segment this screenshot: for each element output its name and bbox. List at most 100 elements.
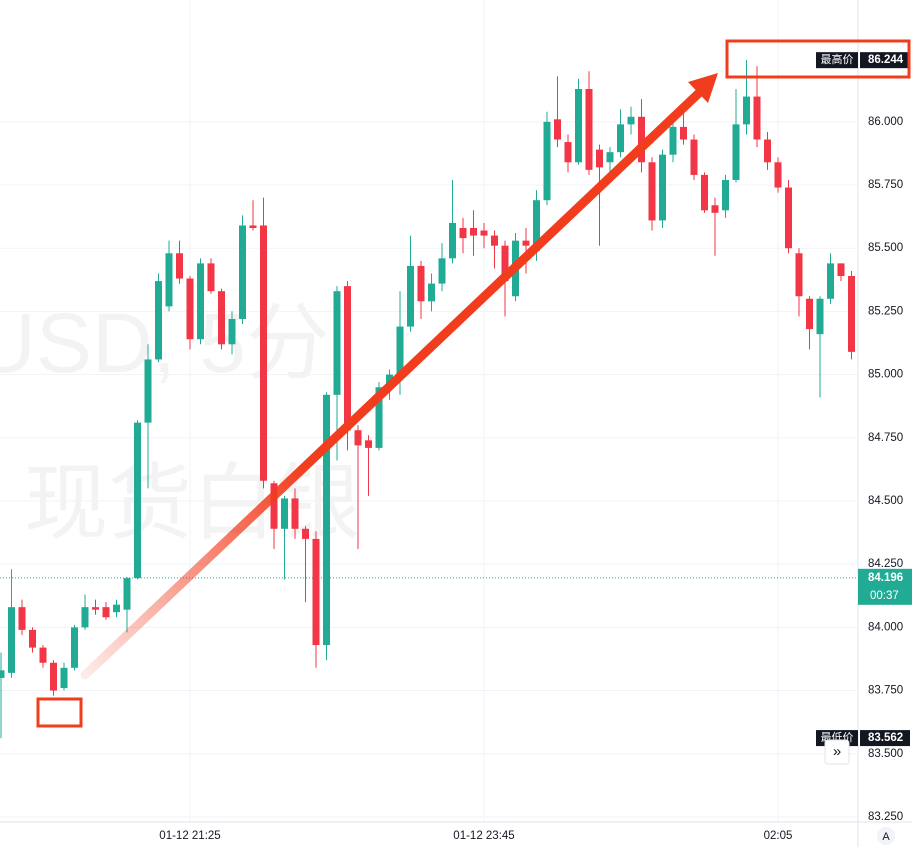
y-tick-label: 85.500 bbox=[868, 242, 903, 254]
candle-body bbox=[774, 162, 782, 188]
auto-scale-label[interactable]: A bbox=[882, 831, 890, 843]
marker-tag bbox=[816, 52, 858, 69]
candle-body bbox=[428, 283, 435, 302]
candle-body bbox=[354, 430, 362, 446]
candle-body bbox=[711, 205, 719, 213]
x-tick-label: 01-12 23:45 bbox=[453, 830, 514, 842]
watermark: XAGUSD, 5分 bbox=[0, 296, 330, 390]
candle-body bbox=[680, 126, 687, 140]
candle-body bbox=[396, 326, 404, 378]
candle-body bbox=[123, 578, 131, 610]
candle-body bbox=[365, 440, 372, 448]
x-tick-label: 02:05 bbox=[764, 830, 793, 842]
candle-body bbox=[575, 88, 582, 163]
annotation-box bbox=[36, 697, 83, 728]
candle-body bbox=[29, 629, 36, 648]
candle-body bbox=[302, 528, 309, 539]
candle-body bbox=[186, 278, 194, 340]
candle-body bbox=[564, 142, 572, 163]
candle-body bbox=[491, 235, 498, 246]
countdown-label: 00:37 bbox=[870, 590, 899, 602]
candle-body bbox=[480, 230, 488, 236]
candle-body bbox=[659, 154, 666, 221]
auto-scale-button[interactable] bbox=[877, 827, 895, 845]
y-tick-label: 84.750 bbox=[868, 432, 903, 444]
current-price-box bbox=[858, 568, 912, 605]
candle-body bbox=[8, 607, 15, 673]
candle-body bbox=[669, 126, 677, 155]
y-tick-label: 86.000 bbox=[868, 116, 903, 128]
arrow-head bbox=[688, 73, 718, 103]
marker-value-box bbox=[860, 730, 910, 747]
candle-body bbox=[60, 667, 68, 689]
candle-body bbox=[848, 276, 855, 352]
candle-body bbox=[407, 265, 414, 327]
x-tick-label: 01-12 21:25 bbox=[159, 830, 220, 842]
candle-body bbox=[102, 607, 110, 618]
y-tick-label: 84.250 bbox=[868, 558, 903, 570]
candle-body bbox=[470, 227, 477, 236]
candle-body bbox=[333, 291, 341, 395]
candle-body bbox=[71, 627, 78, 668]
candle-body bbox=[554, 119, 561, 140]
candle-body bbox=[606, 152, 614, 163]
y-tick-label: 85.000 bbox=[868, 369, 903, 381]
candle-body bbox=[764, 139, 771, 163]
candle-body bbox=[753, 96, 761, 140]
candle-body bbox=[417, 265, 425, 302]
candle-body bbox=[438, 258, 446, 284]
candle-body bbox=[260, 225, 267, 481]
watermark: 现货白银 bbox=[24, 456, 360, 550]
candle-body bbox=[690, 139, 698, 175]
candle-body bbox=[701, 174, 708, 211]
y-tick-label: 84.500 bbox=[868, 495, 903, 507]
candle-body bbox=[39, 647, 47, 663]
candle-body bbox=[18, 607, 26, 630]
candle-body bbox=[228, 318, 236, 345]
candle-body bbox=[732, 124, 740, 180]
candle-body bbox=[291, 498, 299, 529]
candle-body bbox=[449, 222, 456, 259]
candle-body bbox=[176, 253, 183, 279]
marker-label: 最高价 bbox=[821, 52, 854, 66]
candle-body bbox=[134, 422, 141, 579]
candle-body bbox=[281, 498, 288, 529]
candle-body bbox=[239, 225, 246, 319]
candle-body bbox=[197, 263, 204, 340]
candle-body bbox=[533, 200, 540, 251]
candle-body bbox=[92, 607, 99, 610]
candle-body bbox=[0, 670, 5, 678]
candle-body bbox=[627, 116, 635, 125]
candle-body bbox=[837, 263, 845, 277]
candle-body bbox=[648, 162, 656, 221]
marker-value: 83.562 bbox=[868, 732, 903, 744]
candle-body bbox=[270, 483, 278, 529]
marker-value-box bbox=[860, 52, 910, 69]
candle-body bbox=[155, 281, 162, 360]
candle-body bbox=[596, 149, 603, 168]
candle-body bbox=[459, 227, 467, 239]
candle-body bbox=[375, 387, 383, 448]
y-tick-label: 83.500 bbox=[868, 748, 903, 760]
candle-body bbox=[144, 359, 152, 423]
candle-body bbox=[806, 298, 813, 330]
y-tick-label: 83.250 bbox=[868, 811, 903, 823]
candle-body bbox=[722, 179, 729, 211]
y-tick-label: 83.750 bbox=[868, 685, 903, 697]
candle-body bbox=[795, 253, 803, 297]
y-tick-label: 85.250 bbox=[868, 305, 903, 317]
candle-body bbox=[207, 263, 215, 292]
candle-body bbox=[617, 124, 624, 153]
candle-body bbox=[501, 245, 509, 282]
candle-body bbox=[585, 88, 593, 170]
candle-body bbox=[312, 538, 320, 646]
candle-body bbox=[522, 240, 530, 246]
candle-body bbox=[113, 604, 120, 613]
candle-body bbox=[743, 96, 750, 125]
annotation-arrow bbox=[80, 87, 705, 680]
scroll-button-label[interactable]: » bbox=[833, 743, 841, 760]
scroll-button[interactable] bbox=[824, 739, 850, 765]
candle-body bbox=[543, 121, 551, 201]
